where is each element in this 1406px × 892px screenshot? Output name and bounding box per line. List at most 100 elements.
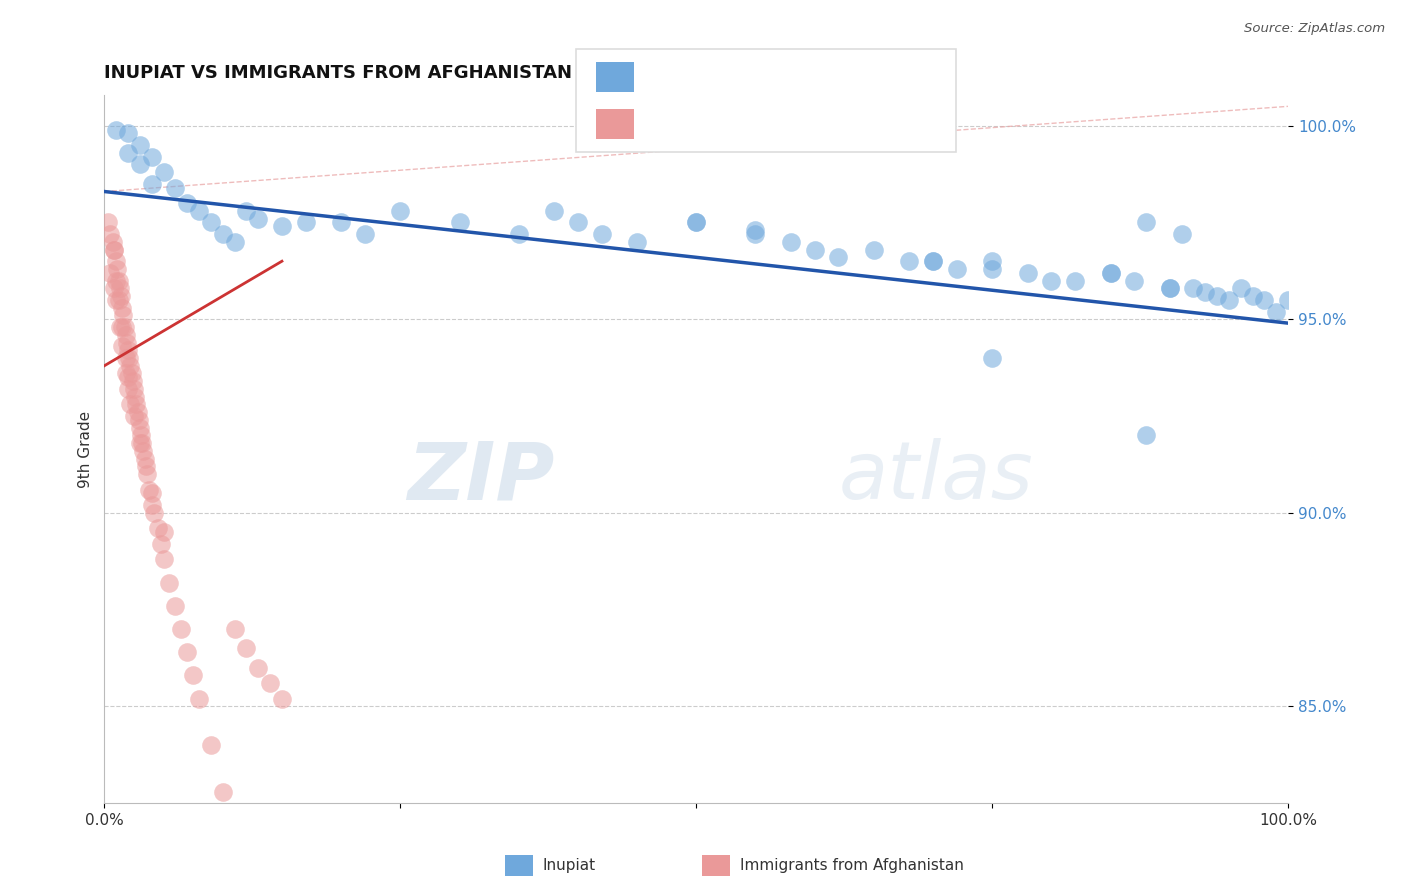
Point: [449, 215, 471, 229]
Point: [170, 622, 193, 636]
Point: [132, 444, 155, 458]
Point: [117, 145, 139, 160]
Text: atlas: atlas: [838, 438, 1033, 516]
Point: [128, 420, 150, 434]
Point: [105, 122, 128, 136]
Point: [567, 215, 589, 229]
Point: [114, 351, 136, 365]
Point: [626, 235, 648, 249]
Point: [98, 266, 121, 280]
Point: [111, 301, 134, 315]
Point: [143, 506, 166, 520]
Text: N =: N =: [773, 68, 813, 86]
Point: [129, 428, 152, 442]
Point: [118, 351, 141, 365]
Point: [211, 227, 233, 241]
Point: [235, 203, 257, 218]
Point: [135, 459, 157, 474]
Point: [922, 254, 945, 268]
Point: [128, 138, 150, 153]
Point: [121, 367, 143, 381]
Point: [259, 676, 281, 690]
Point: [103, 243, 125, 257]
Point: [108, 320, 131, 334]
Point: [141, 150, 163, 164]
Point: [103, 243, 125, 257]
Text: Immigrants from Afghanistan: Immigrants from Afghanistan: [740, 858, 963, 872]
Point: [271, 219, 294, 234]
Point: [862, 243, 884, 257]
Point: [117, 127, 139, 141]
Point: [152, 525, 174, 540]
Point: [115, 335, 138, 350]
Point: [134, 451, 156, 466]
Text: ZIP: ZIP: [406, 438, 554, 516]
Point: [247, 211, 270, 226]
Point: [247, 661, 270, 675]
Point: [117, 382, 139, 396]
Point: [112, 309, 135, 323]
Point: [152, 552, 174, 566]
Point: [1123, 274, 1146, 288]
Point: [131, 436, 153, 450]
Point: [138, 483, 160, 497]
Point: [235, 641, 257, 656]
Point: [1159, 281, 1181, 295]
Point: [114, 320, 136, 334]
Point: [508, 227, 530, 241]
Point: [1135, 215, 1157, 229]
Point: [111, 320, 134, 334]
Point: [1277, 293, 1299, 307]
Point: [591, 227, 613, 241]
Point: [389, 203, 412, 218]
Text: 68: 68: [820, 115, 845, 133]
Point: [107, 293, 129, 307]
Point: [121, 374, 143, 388]
Point: [744, 227, 766, 241]
Point: [1206, 289, 1229, 303]
Point: [1159, 281, 1181, 295]
Point: [146, 521, 169, 535]
Text: R =: R =: [643, 115, 682, 133]
Point: [803, 243, 825, 257]
Text: INUPIAT VS IMMIGRANTS FROM AFGHANISTAN 9TH GRADE CORRELATION CHART: INUPIAT VS IMMIGRANTS FROM AFGHANISTAN 9…: [104, 64, 915, 82]
Point: [1170, 227, 1192, 241]
Point: [922, 254, 945, 268]
Text: Inupiat: Inupiat: [543, 858, 596, 872]
Point: [122, 382, 145, 396]
Point: [105, 254, 128, 268]
Point: [122, 409, 145, 423]
Point: [330, 215, 353, 229]
Text: R =: R =: [643, 68, 682, 86]
Text: Source: ZipAtlas.com: Source: ZipAtlas.com: [1244, 22, 1385, 36]
Point: [200, 738, 222, 752]
Point: [176, 196, 198, 211]
Point: [159, 575, 181, 590]
Point: [105, 274, 128, 288]
Text: 62: 62: [820, 68, 845, 86]
Point: [128, 436, 150, 450]
Point: [827, 250, 849, 264]
Point: [165, 599, 187, 613]
Point: [176, 645, 198, 659]
Text: N =: N =: [773, 115, 813, 133]
Point: [981, 254, 1004, 268]
Point: [127, 405, 149, 419]
Point: [1241, 289, 1264, 303]
Point: [224, 235, 246, 249]
Point: [97, 215, 120, 229]
Point: [353, 227, 375, 241]
Point: [543, 203, 565, 218]
Point: [1194, 285, 1216, 300]
Point: [128, 413, 150, 427]
Point: [685, 215, 707, 229]
Point: [1218, 293, 1240, 307]
Point: [780, 235, 803, 249]
Point: [224, 622, 246, 636]
Point: [1099, 266, 1122, 280]
Point: [107, 274, 129, 288]
Point: [98, 227, 121, 241]
Point: [1253, 293, 1275, 307]
Point: [101, 235, 124, 249]
Point: [945, 262, 967, 277]
